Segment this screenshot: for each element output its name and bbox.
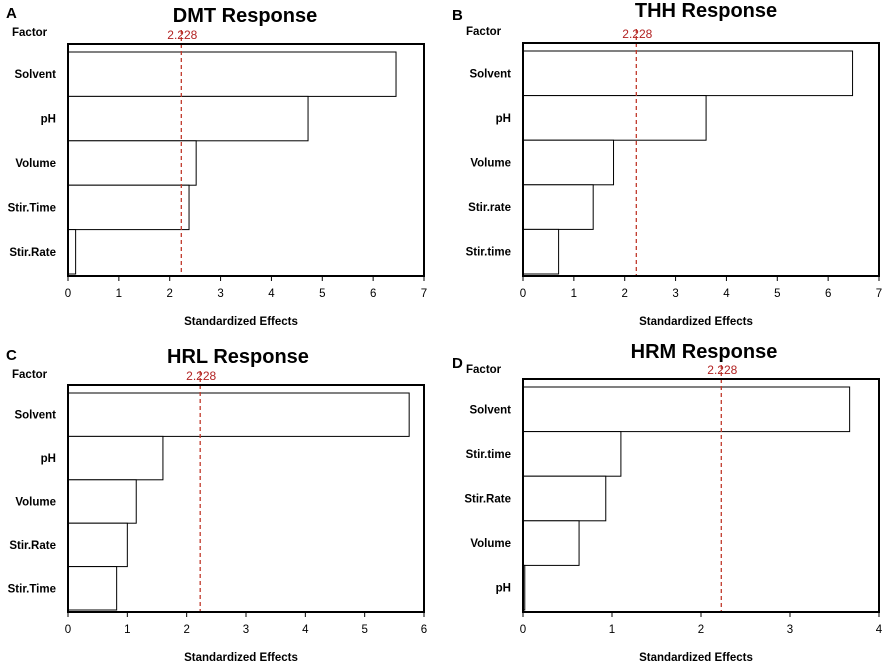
- panel-letter: C: [6, 347, 17, 364]
- x-tick-label: 1: [571, 288, 577, 300]
- category-label: Volume: [470, 158, 511, 170]
- category-label: pH: [496, 113, 511, 125]
- bar-stir-rate: [522, 184, 594, 230]
- bar-solvent: [522, 386, 851, 433]
- category-label: pH: [41, 114, 56, 126]
- category-label: Stir.Time: [8, 583, 56, 595]
- x-tick-label: 4: [723, 288, 730, 300]
- reference-label: 2.228: [707, 363, 737, 377]
- x-axis-title: Standardized Effects: [639, 652, 753, 661]
- bar-ph: [67, 435, 164, 481]
- bar-stir-time: [522, 228, 560, 275]
- x-tick-label: 6: [825, 288, 831, 300]
- category-label: Volume: [15, 497, 56, 509]
- x-tick-label: 3: [787, 624, 793, 636]
- category-label: pH: [41, 453, 56, 465]
- x-tick-label: 0: [520, 624, 526, 636]
- x-tick-label: 0: [65, 624, 71, 636]
- factor-axis-label: Factor: [12, 27, 48, 39]
- chart-title: HRL Response: [167, 346, 309, 368]
- bar-volume: [67, 479, 137, 524]
- x-tick-label: 5: [319, 288, 325, 300]
- bar-volume: [522, 520, 580, 566]
- x-tick-label: 3: [243, 624, 249, 636]
- factor-axis-label: Factor: [466, 26, 502, 38]
- x-tick-label: 5: [361, 624, 367, 636]
- bar-volume: [67, 140, 197, 186]
- panel-letter: D: [452, 355, 463, 372]
- bar-stir-time: [67, 566, 118, 611]
- x-tick-label: 5: [774, 288, 780, 300]
- bar-stir-rate: [522, 475, 607, 522]
- factor-axis-label: Factor: [12, 369, 48, 381]
- x-tick-label: 2: [698, 624, 704, 636]
- category-label: Solvent: [14, 410, 56, 422]
- x-tick-label: 4: [268, 288, 275, 300]
- chart-title: HRM Response: [631, 341, 778, 363]
- plot-frame: [67, 43, 425, 277]
- category-label: Solvent: [469, 68, 511, 80]
- category-label: Volume: [15, 158, 56, 170]
- x-axis-title: Standardized Effects: [639, 316, 753, 328]
- reference-label: 2.228: [167, 28, 197, 42]
- reference-label: 2.228: [622, 27, 652, 41]
- x-tick-label: 1: [124, 624, 130, 636]
- x-tick-label: 1: [609, 624, 615, 636]
- x-axis-title: Standardized Effects: [184, 316, 298, 328]
- chart-panel-a: A DMT Response Factor Solvent pH Volume Stir.T…: [6, 5, 427, 328]
- x-tick-label: 7: [421, 288, 427, 300]
- category-label: Solvent: [469, 404, 511, 416]
- category-label: Stir.Rate: [9, 540, 56, 552]
- x-axis-title: Standardized Effects: [184, 652, 298, 661]
- category-label: Volume: [470, 538, 511, 550]
- x-tick-label: 2: [622, 288, 628, 300]
- category-label: Stir.rate: [468, 202, 511, 214]
- chart-panel-d: D HRM Response Factor Solvent Stir.time Stir.…: [452, 341, 883, 661]
- x-tick-label: 4: [876, 624, 883, 636]
- x-tick-label: 6: [421, 624, 427, 636]
- x-tick-label: 2: [167, 288, 173, 300]
- category-label: Stir.time: [466, 449, 511, 461]
- x-tick-label: 3: [672, 288, 678, 300]
- bar-volume: [522, 139, 615, 186]
- chart-title: THH Response: [635, 0, 777, 22]
- category-label: Solvent: [14, 69, 56, 81]
- category-label: Stir.Rate: [9, 247, 56, 259]
- bar-ph: [67, 95, 309, 142]
- panel-letter: B: [452, 7, 463, 24]
- x-tick-label: 3: [217, 288, 223, 300]
- category-label: Stir.Rate: [464, 494, 511, 506]
- x-tick-label: 7: [876, 288, 882, 300]
- bar-solvent: [67, 51, 397, 97]
- category-label: Stir.time: [466, 247, 511, 259]
- reference-label: 2.228: [186, 369, 216, 383]
- x-tick-label: 4: [302, 624, 309, 636]
- x-tick-label: 6: [370, 288, 376, 300]
- plot-frame: [522, 42, 880, 277]
- bar-ph: [522, 95, 707, 141]
- chart-title: DMT Response: [173, 5, 317, 27]
- x-tick-label: 0: [65, 288, 71, 300]
- bar-solvent: [522, 50, 854, 97]
- bar-solvent: [67, 392, 410, 437]
- chart-panel-c: C HRL Response Factor Solvent pH Volume Stir.R…: [6, 346, 427, 661]
- chart-panel-b: B THH Response Factor Solvent pH Volume Stir.r…: [452, 0, 882, 328]
- category-label: pH: [496, 583, 511, 595]
- bar-stir-rate: [67, 522, 128, 568]
- bar-stir-time: [67, 184, 190, 231]
- factor-axis-label: Factor: [466, 364, 502, 376]
- category-label: Stir.Time: [8, 202, 56, 214]
- x-tick-label: 1: [116, 288, 122, 300]
- panel-letter: A: [6, 5, 17, 22]
- x-tick-label: 2: [183, 624, 189, 636]
- x-tick-label: 0: [520, 288, 526, 300]
- bar-stir-time: [522, 431, 622, 477]
- bar-stir-rate: [67, 229, 77, 275]
